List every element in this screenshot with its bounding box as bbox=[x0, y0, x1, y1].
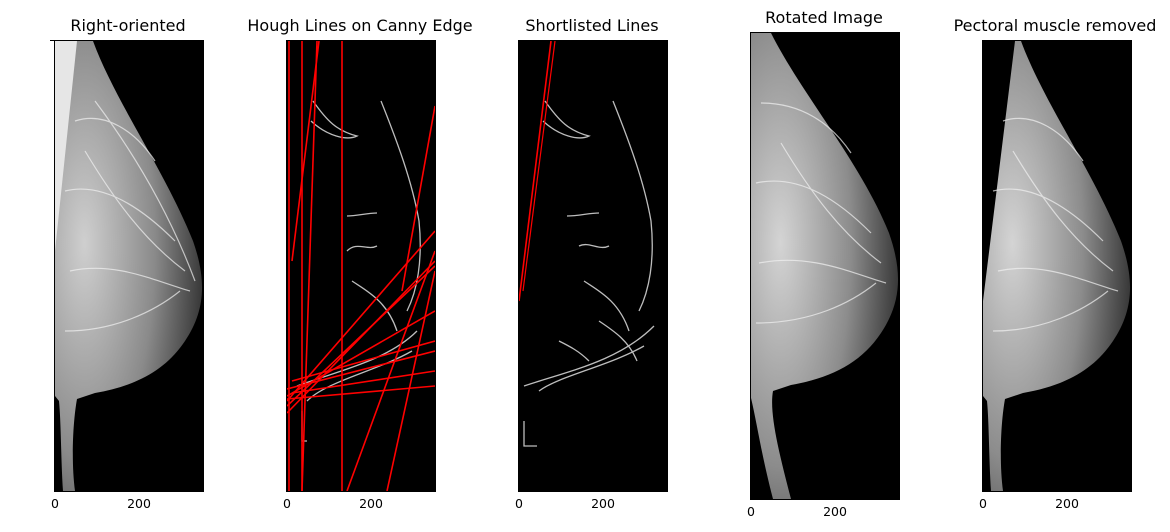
hough-lines bbox=[287, 41, 435, 491]
panel-title: Hough Lines on Canny Edge bbox=[247, 16, 473, 35]
xtick-label: 0 bbox=[515, 496, 523, 511]
xtick-label: 200 bbox=[359, 496, 383, 511]
mammogram-image bbox=[54, 40, 204, 492]
xtick-label: 0 bbox=[283, 496, 291, 511]
xtick-label: 200 bbox=[591, 496, 615, 511]
shortlisted-line bbox=[519, 41, 552, 302]
canny-edge-image bbox=[286, 40, 436, 492]
ytick-mark bbox=[50, 40, 54, 41]
rotated-mammogram-image bbox=[750, 32, 900, 500]
xtick-label: 200 bbox=[823, 504, 847, 519]
panel-title: Pectoral muscle removed bbox=[953, 16, 1157, 35]
xtick-label: 0 bbox=[51, 496, 59, 511]
panel-title: Shortlisted Lines bbox=[525, 16, 659, 35]
pectoral-removed-image bbox=[982, 40, 1132, 492]
xtick-label: 200 bbox=[1055, 496, 1079, 511]
xtick-label: 0 bbox=[747, 504, 755, 519]
shortlisted-edge-image bbox=[518, 40, 668, 492]
xtick-label: 0 bbox=[979, 496, 987, 511]
xtick-label: 200 bbox=[127, 496, 151, 511]
panel-title: Right-oriented bbox=[70, 16, 186, 35]
panel-title: Rotated Image bbox=[765, 8, 883, 27]
